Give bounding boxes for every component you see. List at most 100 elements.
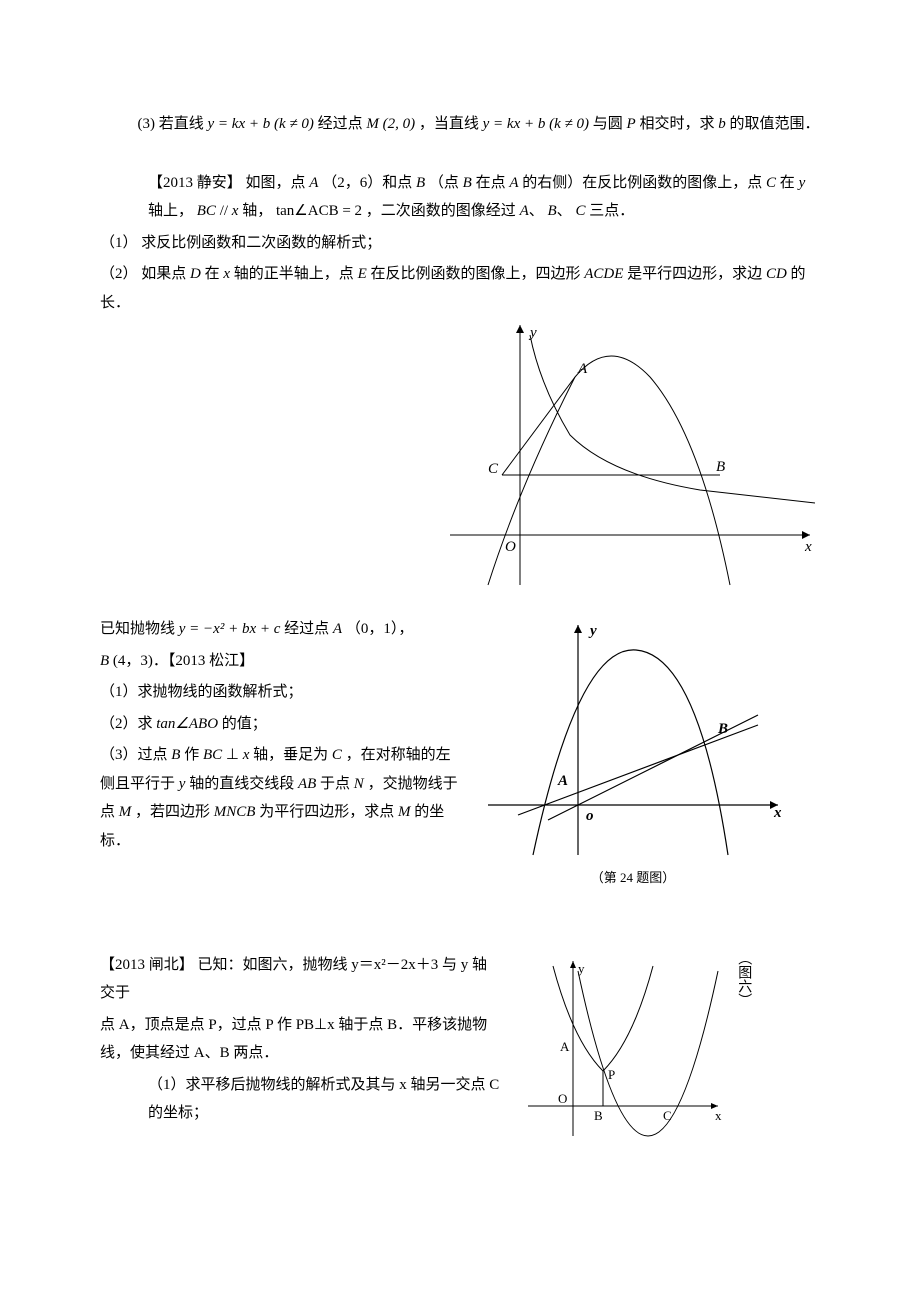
p2-l1d: 的右侧）在反比例函数的图像上，点 [522,175,766,191]
fig3-A: A [560,1039,570,1054]
problem-2: 【2013 静安】 如图，点 A （2，6）和点 B （点 B 在点 A 的右侧… [100,169,820,596]
p3-N: N [354,776,364,792]
p3-q3f: 于点 [320,776,354,792]
p1-b: b [718,116,726,132]
p3-q3i: 为平行四边形，求点 [259,804,398,820]
p2-x1: x [232,203,239,219]
p2-q2e: 是平行四边形，求边 [627,266,766,282]
p3-Acoord: （0，1）， [346,621,414,637]
p2-C1: C [766,175,776,191]
p2-par: // [220,203,232,219]
p3-A: A [333,621,342,637]
figure-2: A B o y x [478,615,788,860]
fig1-B: B [716,459,725,475]
p2-stem: 【2013 静安】 如图，点 A （2，6）和点 B （点 B 在点 A 的右侧… [100,169,820,226]
fig1-C: C [488,461,499,477]
p2-q2c: 轴的正半轴上，点 [234,266,358,282]
p1-mpt: M (2, 0) [366,116,415,132]
fig1-O: O [505,539,516,555]
p3-q2a: （2）求 [100,716,156,732]
p4-src: 【2013 闸北】 [100,957,194,973]
problem-4: 【2013 闸北】 已知：如图六，抛物线 y＝x²－2x＋3 与 y 轴交于 点… [100,951,820,1141]
p3-y: y [179,776,186,792]
fig3-C: C [663,1108,672,1123]
p2-E: E [358,266,367,282]
p3-ab: AB [298,776,316,792]
p2-B2: B [463,175,472,191]
p3-q2: （2）求 tan∠ABO 的值； [100,710,460,739]
figure-3: y x O A P B C [518,951,728,1141]
p2-tan: tan∠ACB = 2 [276,203,362,219]
p3-B: B [100,653,109,669]
p3-q2b: 的值； [222,716,267,732]
fig1-A: A [577,361,588,377]
p3-q3a: （3）过点 [100,747,171,763]
p3-q3e: 轴的直线交线段 [189,776,298,792]
p2-q2: （2） 如果点 D 在 x 轴的正半轴上，点 E 在反比例函数的图像上，四边形 … [100,260,820,317]
p1-mid2: ，当直线 [419,116,483,132]
p2-q2a: （2） 如果点 [100,266,190,282]
p1-eq2: y = kx + b (k ≠ 0) [483,116,589,132]
fig2-B: B [717,721,728,737]
p3-B2: B [171,747,180,763]
p2-q1: （1） 求反比例函数和二次函数的解析式； [100,229,820,258]
fig3-label: （图六） [734,951,752,1007]
p4-stem: 【2013 闸北】 已知：如图六，抛物线 y＝x²－2x＋3 与 y 轴交于 [100,951,500,1008]
p4-eq: y＝x²－2x＋3 [351,957,438,973]
p1-mid1: 经过点 [318,116,367,132]
fig3-y: y [578,961,585,976]
p2-acde: ACDE [584,266,623,282]
p2-l1f: 轴上， [148,203,193,219]
p3-perp: ⊥ [226,747,239,763]
p3-eq: y = −x² + bx + c [179,621,281,637]
p2-bc: BC [197,203,216,219]
fig3-P: P [608,1067,615,1082]
p2-B1: B [416,175,425,191]
p2-l1e: 在 [780,175,799,191]
p1-eq1: y = kx + b (k ≠ 0) [208,116,314,132]
p3-q3h: ，若四边形 [135,804,214,820]
p2-A3: A [520,203,529,219]
p1-q3-prefix: (3) 若直线 [138,116,208,132]
p3-bc: BC [203,747,222,763]
p3-x: x [243,747,250,763]
p2-C2: C [575,203,585,219]
p2-l1b: （点 [429,175,463,191]
p3-mncb: MNCB [214,804,256,820]
fig2-caption: （第 24 题图） [478,866,788,891]
p3-C: C [332,747,342,763]
p2-src: 【2013 静安】 [148,175,242,191]
fig2-y: y [588,623,597,639]
p3-M2: M [398,804,411,820]
problem-1: (3) 若直线 y = kx + b (k ≠ 0) 经过点 M (2, 0) … [100,110,820,139]
p3-src: 【2013 松江】 [168,653,254,669]
p2-Acoord: （2，6）和点 [322,175,416,191]
p3-l1b: 经过点 [284,621,333,637]
p2-l1c: 在点 [476,175,510,191]
p2-x2: x [223,266,230,282]
p2-l1g: 轴， [242,203,272,219]
p1-line1: (3) 若直线 y = kx + b (k ≠ 0) 经过点 M (2, 0) … [100,110,820,139]
p3-tan: tan∠ABO [156,716,218,732]
p4-l1: 已知：如图六，抛物线 [198,957,352,973]
p2-l1h: ，二次函数的图像经过 [366,203,520,219]
p4-l2: 点 A，顶点是点 P，过点 P 作 PB⊥x 轴于点 B．平移该抛物线，使其经过… [100,1011,500,1068]
p2-l1a: 如图，点 [246,175,310,191]
p3-q3: （3）过点 B 作 BC ⊥ x 轴，垂足为 C ，在对称轴的左侧且平行于 y … [100,741,460,855]
p2-cd: CD [766,266,787,282]
fig3-O: O [558,1091,567,1106]
fig2-o: o [586,808,594,824]
p2-l1i: 三点． [589,203,634,219]
p3-l1: 已知抛物线 [100,621,179,637]
p3-Bcoord: (4，3)． [109,653,168,669]
fig3-B: B [594,1108,603,1123]
fig3-x: x [715,1108,722,1123]
p2-q2d: 在反比例函数的图像上，四边形 [370,266,584,282]
p1-end: 的取值范围． [729,116,819,132]
p1-P: P [627,116,636,132]
fig1-x: x [804,539,812,555]
p1-mid3: 与圆 [593,116,627,132]
p2-q2b: 在 [205,266,224,282]
p3-q1: （1）求抛物线的函数解析式； [100,678,460,707]
p2-A2: A [509,175,518,191]
